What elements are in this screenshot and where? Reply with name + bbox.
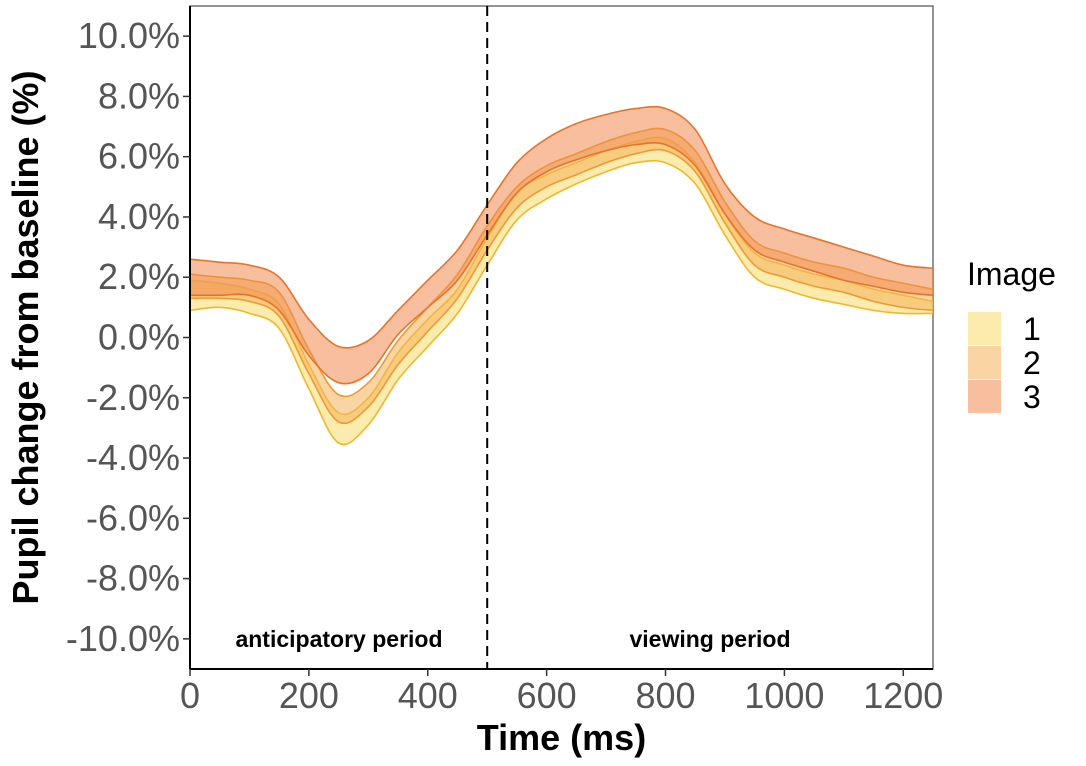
series-2-lower-line bbox=[189, 148, 934, 425]
y-tick-label: 2.0% bbox=[98, 256, 180, 297]
y-axis-ticks: 10.0% 8.0% 6.0% 4.0% 2.0% 0.0% -2.0% -4.0% -6.0%… bbox=[66, 15, 190, 659]
y-tick-label: -10.0% bbox=[66, 618, 180, 659]
x-axis-ticks: 0 200 400 600 800 1000 1200 bbox=[180, 669, 943, 716]
y-tick-label: 4.0% bbox=[98, 196, 180, 237]
legend-swatch-1 bbox=[968, 312, 1001, 345]
series-3-upper-line bbox=[189, 105, 934, 349]
y-tick-label: 6.0% bbox=[98, 136, 180, 177]
legend-label-3: 3 bbox=[1023, 379, 1041, 415]
series-layer bbox=[189, 105, 934, 446]
x-axis-title: Time (ms) bbox=[477, 717, 646, 758]
annotation-anticipatory-period: anticipatory period bbox=[235, 626, 442, 652]
series-1-lower-line bbox=[189, 159, 934, 446]
y-tick-label: 10.0% bbox=[78, 15, 180, 56]
y-tick-label: 8.0% bbox=[98, 75, 180, 116]
x-tick-label: 1200 bbox=[863, 675, 943, 716]
legend-swatch-2 bbox=[968, 346, 1001, 379]
y-tick-label: -2.0% bbox=[86, 377, 180, 418]
series-2-band bbox=[190, 128, 933, 424]
y-tick-label: 0.0% bbox=[98, 317, 180, 358]
annotation-viewing-period: viewing period bbox=[629, 626, 790, 652]
legend-label-1: 1 bbox=[1023, 311, 1041, 347]
y-tick-label: -6.0% bbox=[86, 497, 180, 538]
y-tick-label: -4.0% bbox=[86, 437, 180, 478]
x-tick-label: 400 bbox=[398, 675, 458, 716]
x-tick-label: 1000 bbox=[744, 675, 824, 716]
legend-swatch-3 bbox=[968, 380, 1001, 413]
legend-label-2: 2 bbox=[1023, 345, 1041, 381]
legend: Image 123 bbox=[967, 256, 1056, 415]
x-tick-label: 0 bbox=[180, 675, 200, 716]
series-3-group bbox=[189, 105, 934, 385]
x-tick-label: 800 bbox=[635, 675, 695, 716]
y-axis-title: Pupil change from baseline (%) bbox=[5, 70, 46, 604]
legend-entries: 123 bbox=[968, 311, 1041, 415]
series-3-band bbox=[190, 106, 933, 384]
x-tick-label: 200 bbox=[279, 675, 339, 716]
y-tick-label: -8.0% bbox=[86, 558, 180, 599]
x-tick-label: 600 bbox=[517, 675, 577, 716]
legend-title: Image bbox=[967, 256, 1056, 292]
series-3-lower-line bbox=[189, 142, 934, 385]
